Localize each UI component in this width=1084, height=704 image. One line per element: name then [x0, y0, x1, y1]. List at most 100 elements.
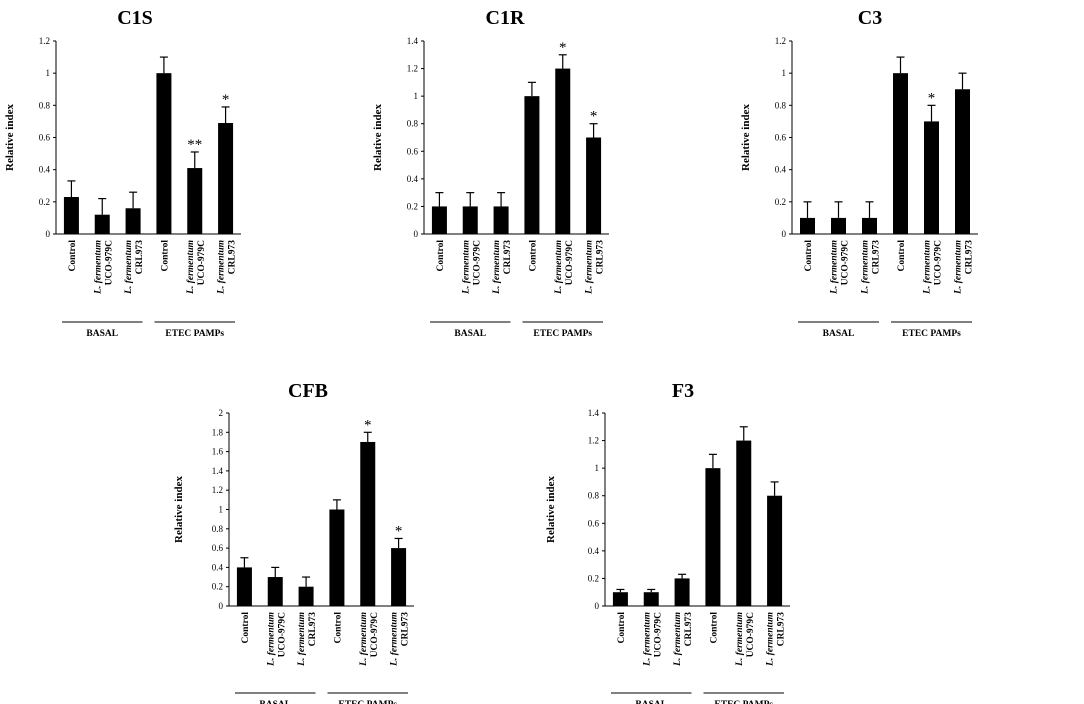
- category-label: L. fermentumUCO-979C: [93, 240, 114, 295]
- y-tick-label: 1.4: [407, 36, 419, 46]
- category-label-line: Control: [897, 240, 907, 272]
- y-tick-label: 1: [595, 463, 600, 473]
- bar: [329, 509, 345, 606]
- y-axis-label: Relative index: [173, 476, 185, 543]
- significance-mark: *: [559, 40, 567, 56]
- y-tick-label: 0.2: [407, 201, 418, 211]
- bar: [893, 73, 908, 235]
- significance-mark: *: [928, 90, 936, 106]
- category-label-line: L. fermentum: [124, 240, 134, 295]
- panel-c1r: C1R Relative index 0 0.2 0.4 0.6 0.8 1 1.2 1.4 Con…: [372, 7, 609, 339]
- category-label: L. fermentumUCO-979C: [923, 240, 944, 295]
- y-tick-label: 0.8: [588, 491, 600, 501]
- group-label: BASAL: [823, 329, 855, 339]
- category-label-line: CRL973: [777, 612, 787, 647]
- category-label-line: CRL973: [684, 612, 694, 647]
- group-label: BASAL: [86, 329, 118, 339]
- panel-title: C1R: [486, 7, 525, 29]
- category-label: Control: [528, 240, 538, 272]
- category-label-line: UCO-979C: [370, 612, 380, 658]
- category-label-line: UCO-979C: [841, 240, 851, 286]
- panel-title: CFB: [288, 380, 328, 402]
- category-label: L. fermentumCRL973: [861, 240, 882, 295]
- y-tick-label: 0.2: [588, 573, 599, 583]
- category-label-line: L. fermentum: [359, 612, 369, 667]
- category-label: L. fermentumUCO-979C: [830, 240, 851, 295]
- group-label: ETEC PAMPs: [165, 329, 224, 339]
- category-label: Control: [241, 612, 251, 644]
- category-label-line: L. fermentum: [93, 240, 103, 295]
- y-tick-label: 1.6: [212, 447, 224, 457]
- y-tick-label: 0: [414, 229, 419, 239]
- bar: [831, 217, 846, 234]
- category-label: L. fermentumUCO-979C: [266, 612, 287, 667]
- y-tick-label: 0.6: [407, 146, 419, 156]
- y-tick-label: 0: [219, 601, 224, 611]
- category-label: L. fermentumCRL973: [766, 612, 787, 667]
- significance-mark: *: [395, 523, 403, 539]
- bar: [156, 73, 172, 235]
- category-label-line: CRL973: [135, 240, 145, 275]
- category-label-line: UCO-979C: [934, 240, 944, 286]
- y-tick-label: 1.2: [775, 36, 786, 46]
- category-label-line: UCO-979C: [197, 240, 207, 286]
- category-label-line: L. fermentum: [390, 612, 400, 667]
- category-label: L. fermentumCRL973: [954, 240, 975, 295]
- y-tick-label: 0: [46, 229, 51, 239]
- bar: [955, 89, 970, 234]
- category-label-line: L. fermentum: [554, 240, 564, 295]
- y-tick-label: 0.8: [39, 100, 51, 110]
- bar: [767, 495, 783, 606]
- y-tick-label: 0: [595, 601, 600, 611]
- category-label-line: L. fermentum: [297, 612, 307, 667]
- category-label: Control: [333, 612, 343, 644]
- category-label-line: Control: [333, 612, 343, 644]
- y-tick-label: 1: [414, 91, 419, 101]
- y-tick-label: 0.6: [39, 133, 51, 143]
- y-tick-label: 0.6: [588, 518, 600, 528]
- y-tick-label: 1.4: [588, 408, 600, 418]
- y-tick-label: 0.2: [212, 582, 223, 592]
- y-axis-label: Relative index: [740, 104, 752, 171]
- category-label-line: L. fermentum: [217, 240, 227, 295]
- category-label-line: UCO-979C: [565, 240, 575, 286]
- category-label-line: CRL973: [308, 612, 318, 647]
- group-label: BASAL: [454, 329, 486, 339]
- y-tick-label: 0.6: [775, 133, 787, 143]
- category-label-line: L. fermentum: [642, 612, 652, 667]
- y-tick-label: 1.2: [39, 36, 50, 46]
- category-label-line: Control: [617, 612, 627, 644]
- category-label-line: Control: [436, 240, 446, 272]
- category-label-line: UCO-979C: [746, 612, 756, 658]
- category-label-line: L. fermentum: [766, 612, 776, 667]
- category-label-line: L. fermentum: [461, 240, 471, 295]
- category-label-line: CRL973: [596, 240, 606, 275]
- bar: [643, 592, 659, 606]
- y-tick-label: 0.6: [212, 543, 224, 553]
- category-label: L. fermentumCRL973: [492, 240, 513, 295]
- category-label: L. fermentumCRL973: [297, 612, 318, 667]
- y-tick-label: 1: [219, 505, 224, 515]
- category-label-line: UCO-979C: [653, 612, 663, 658]
- y-tick-label: 0.2: [775, 197, 786, 207]
- y-axis-label: Relative index: [372, 104, 384, 171]
- group-label: BASAL: [259, 700, 291, 704]
- panel-f3: F3 Relative index 0 0.2 0.4 0.6 0.8 1 1.2 1.4 Cont…: [545, 380, 790, 704]
- category-label-line: Control: [160, 240, 170, 272]
- group-label: ETEC PAMPs: [338, 700, 397, 704]
- y-tick-label: 1: [46, 68, 51, 78]
- category-label-line: L. fermentum: [954, 240, 964, 295]
- group-label: ETEC PAMPs: [714, 700, 773, 704]
- significance-mark: **: [187, 137, 202, 153]
- category-label: Control: [68, 240, 78, 272]
- bar: [612, 592, 628, 606]
- bar: [493, 206, 509, 234]
- significance-mark: *: [590, 109, 598, 125]
- category-label: L. fermentumUCO-979C: [642, 612, 663, 667]
- category-label: L. fermentumUCO-979C: [554, 240, 575, 295]
- category-label-line: UCO-979C: [472, 240, 482, 286]
- category-label: L. fermentumCRL973: [217, 240, 238, 295]
- bar: [218, 123, 234, 234]
- bar: [236, 567, 252, 606]
- bar: [391, 548, 407, 606]
